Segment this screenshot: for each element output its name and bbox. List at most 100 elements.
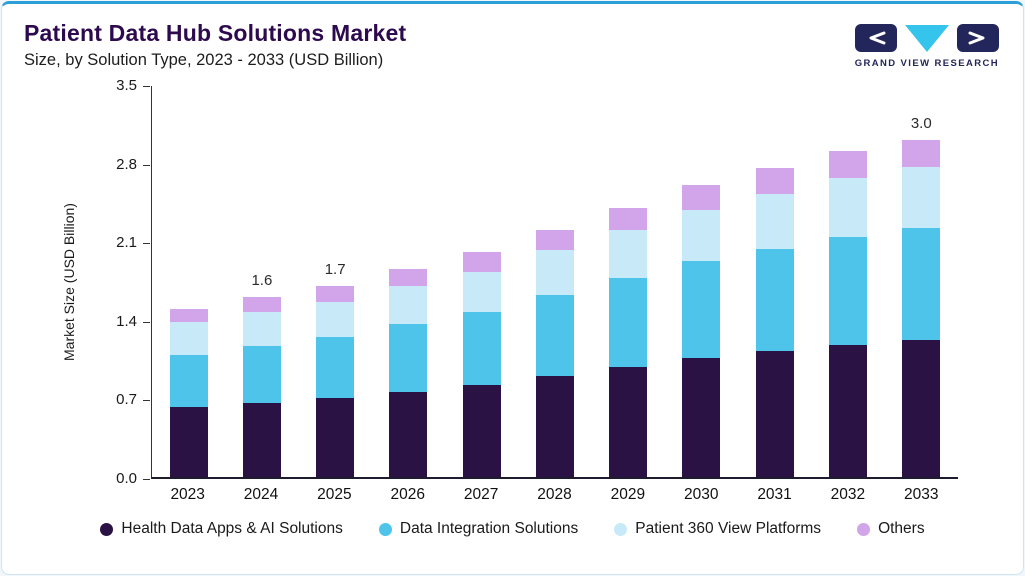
bar-segment — [682, 209, 721, 262]
bar-segment — [755, 249, 794, 352]
bar-segment — [902, 140, 941, 168]
bar-segment — [902, 227, 941, 341]
bar-segment — [462, 311, 501, 385]
y-tick-mark — [143, 321, 150, 323]
bar-segment — [462, 271, 501, 312]
stacked-bar-2024: 1.6 — [242, 272, 281, 477]
x-tick-label: 2032 — [830, 486, 866, 503]
bar-segment — [242, 297, 281, 312]
bar-value-label: 1.6 — [251, 272, 273, 290]
x-tick-label: 2033 — [904, 486, 939, 503]
bar-value-label: 3.0 — [910, 115, 932, 133]
bar-segment — [902, 340, 941, 477]
stacked-bar-2029 — [609, 207, 648, 477]
x-tick-label: 2026 — [390, 486, 425, 503]
stacked-bar-2032 — [829, 151, 868, 477]
bar-slot — [518, 86, 591, 477]
y-axis-ticks: 0.0 0.7 1.4 2.1 2.8 3.5 — [81, 77, 151, 487]
bar-segment — [316, 301, 355, 337]
legend-item: Others — [857, 520, 925, 538]
bar-segment — [755, 194, 794, 250]
grandview-logo-text: GRAND VIEW RESEARCH — [854, 58, 999, 69]
bar-segment — [755, 168, 794, 195]
y-tick-label: 3.5 — [81, 76, 151, 96]
title-block: Patient Data Hub Solutions Market Size, … — [24, 20, 406, 70]
bar-slot — [738, 86, 811, 477]
bar-segment — [169, 354, 208, 408]
y-tick-mark — [143, 400, 150, 402]
bar-segment — [389, 286, 428, 325]
bar-segment — [169, 407, 208, 477]
bar-segment — [535, 230, 574, 251]
y-tick-label: 0.7 — [81, 390, 151, 410]
chart-area: Market Size (USD Billion) 0.0 0.7 1.4 2.1 2.… — [2, 72, 1023, 487]
bar-slot — [372, 86, 445, 477]
bar-slot — [811, 86, 884, 477]
bar-segment — [535, 295, 574, 376]
bar-segment — [535, 250, 574, 296]
bar-slot — [592, 86, 665, 477]
x-tick-label: 2029 — [610, 486, 646, 503]
bar-slot: 1.6 — [225, 86, 298, 477]
chart-subtitle: Size, by Solution Type, 2023 - 2033 (USD… — [24, 51, 384, 69]
bar-segment — [609, 229, 648, 279]
bar-slot — [445, 86, 518, 477]
y-axis-title: Market Size (USD Billion) — [61, 203, 77, 362]
bar-segment — [682, 261, 721, 358]
bar-segment — [316, 336, 355, 399]
bar-segment — [462, 252, 501, 272]
stacked-bar-2028 — [535, 230, 574, 477]
bar-segment — [462, 384, 501, 477]
grandview-logo-icon — [854, 24, 999, 52]
bar-slot — [152, 86, 225, 477]
x-tick-label: 2027 — [463, 486, 499, 503]
bar-segment — [609, 366, 648, 477]
stacked-bar-2023 — [169, 308, 208, 477]
y-tick-label: 1.4 — [81, 312, 151, 332]
legend-dot-icon — [100, 522, 114, 536]
x-axis-labels: 2023 2024 2025 2026 2027 2028 2029 2030 2031 2032… — [151, 486, 958, 504]
bar-segment — [389, 391, 428, 477]
legend-label: Health Data Apps & AI Solutions — [121, 520, 343, 537]
bar-segment — [169, 308, 208, 323]
bar-segment — [829, 178, 868, 237]
stacked-bar-2027 — [462, 252, 501, 477]
legend-dot-icon — [378, 522, 392, 536]
bar-segment — [242, 345, 281, 403]
legend-item: Data Integration Solutions — [378, 520, 579, 538]
x-tick-label: 2025 — [317, 486, 352, 503]
bar-segment — [682, 357, 721, 477]
bar-segment — [316, 286, 355, 302]
header: Patient Data Hub Solutions Market Size, … — [2, 4, 1023, 72]
bar-segment — [242, 311, 281, 346]
stacked-bar-2025: 1.7 — [316, 261, 355, 477]
bar-slot — [665, 86, 738, 477]
stacked-bar-2030 — [682, 185, 721, 477]
legend-dot-icon — [857, 522, 871, 536]
y-tick-mark — [143, 243, 150, 245]
x-tick-label: 2023 — [170, 486, 205, 503]
x-tick-label: 2030 — [683, 486, 719, 503]
bar-segment — [755, 351, 794, 477]
x-tick-label: 2028 — [537, 486, 572, 503]
bar-segment — [389, 324, 428, 392]
bar-segment — [902, 167, 941, 228]
bar-segment — [609, 207, 648, 230]
bar-slot: 3.0 — [885, 86, 958, 477]
bar-segment — [829, 344, 868, 477]
x-axis: 2023 2024 2025 2026 2027 2028 2029 2030 2031 2032… — [2, 479, 1023, 504]
stacked-bar-2031 — [755, 168, 794, 477]
y-tick-mark — [143, 479, 150, 480]
legend-label: Others — [878, 520, 925, 537]
page-title: Patient Data Hub Solutions Market — [24, 20, 407, 46]
y-tick-label: 2.1 — [81, 233, 151, 253]
bar-segment — [829, 236, 868, 345]
legend-dot-icon — [614, 522, 628, 536]
bar-segment — [389, 269, 428, 287]
y-tick-label: 0.0 — [81, 469, 151, 489]
legend-item: Patient 360 View Platforms — [614, 520, 821, 538]
bar-segment — [829, 151, 868, 179]
bar-segment — [535, 375, 574, 477]
legend-label: Data Integration Solutions — [399, 520, 579, 537]
